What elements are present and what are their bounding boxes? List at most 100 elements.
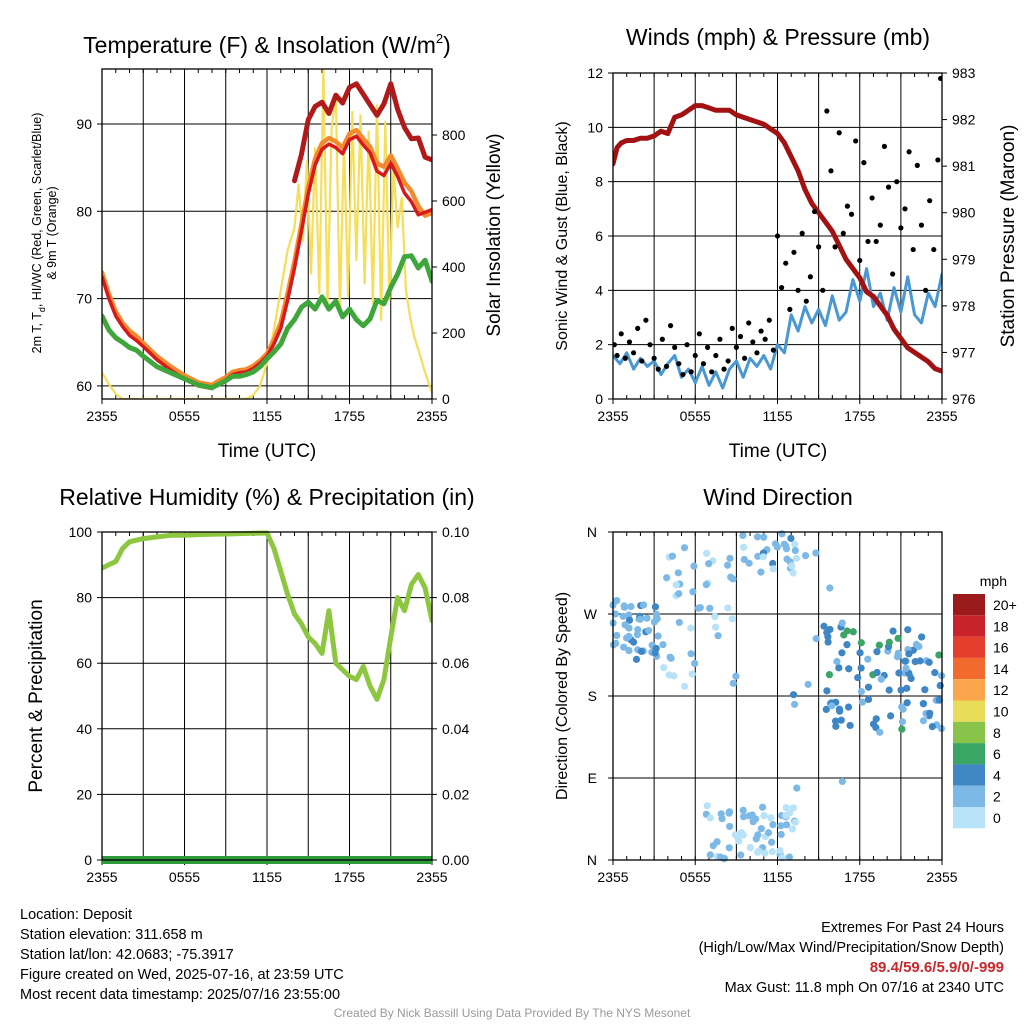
insolation-y-right-tick-label: 800	[442, 127, 466, 143]
direction-point	[935, 651, 943, 659]
legend-label: 0	[993, 810, 1001, 826]
dir-x-tick-label: 2355	[597, 869, 628, 885]
precip-y-right-tick-label: 0.02	[442, 786, 469, 802]
direction-point	[792, 554, 801, 562]
rh-y-tick-label: 80	[76, 590, 92, 606]
recent-data-timestamp: Most recent data timestamp: 2025/07/16 2…	[20, 987, 341, 1003]
direction-point	[864, 695, 873, 704]
gust-point	[651, 355, 657, 361]
gust-point	[935, 157, 941, 163]
direction-point	[791, 546, 799, 555]
direction-point	[877, 675, 885, 683]
pressure-y-right-tick-label: 977	[952, 344, 976, 360]
direction-point	[675, 590, 683, 598]
direction-point	[643, 614, 651, 622]
direction-point	[727, 573, 735, 581]
direction-point	[706, 851, 714, 859]
direction-point	[876, 728, 884, 736]
direction-point	[820, 622, 828, 630]
gust-point	[725, 358, 731, 364]
direction-point	[936, 681, 944, 690]
heat_index-line	[292, 81, 432, 184]
direction-point	[768, 847, 776, 856]
speed-color-legend: mph 20+ 18 16 14 12 10 8 6 4 2 0	[953, 573, 1017, 829]
gust-point	[787, 306, 793, 312]
gust-point	[750, 339, 756, 345]
gust-point	[754, 350, 760, 356]
direction-point	[835, 705, 844, 713]
gust-point	[881, 143, 888, 149]
legend-swatch	[953, 594, 985, 616]
direction-point	[858, 698, 867, 706]
credit-line: Created By Nick Bassill Using Data Provi…	[333, 1006, 691, 1020]
direction-point	[621, 621, 629, 629]
winds-x-tick-label: 1755	[844, 408, 875, 424]
gust-point	[824, 108, 830, 114]
direction-point	[812, 549, 820, 557]
direction-point	[835, 664, 843, 672]
direction-point	[755, 847, 763, 855]
direction-point	[716, 853, 725, 861]
winds-y-tick-label: 2	[595, 337, 603, 353]
direction-point	[780, 540, 788, 548]
direction-point	[777, 830, 785, 839]
direction-point	[872, 715, 880, 723]
insolation-y-right-tick-label: 200	[442, 325, 466, 341]
gust-point	[857, 257, 863, 264]
direction-point	[739, 831, 747, 839]
gust-point	[643, 317, 649, 323]
gust-point	[898, 225, 904, 231]
direction-point	[637, 647, 646, 655]
winds-pressure-chart: Winds (mph) & Pressure (mb) 2355 0555 1155…	[554, 24, 1019, 462]
direction-point	[625, 646, 633, 655]
direction-point	[769, 559, 777, 568]
direction-point	[632, 655, 641, 663]
direction-point	[825, 671, 834, 679]
direction-point	[725, 808, 734, 816]
direction-point	[823, 629, 831, 637]
temp-y-tick-label: 90	[76, 116, 92, 132]
direction-point	[919, 700, 928, 708]
extremes-subtitle: (High/Low/Max Wind/Precipitation/Snow De…	[698, 940, 1004, 956]
winds-x-tick-label: 1155	[762, 408, 792, 424]
temp-y-tick-label: 60	[76, 378, 92, 394]
rh-y-tick-label: 60	[76, 655, 92, 671]
legend-label: 2	[993, 789, 1001, 805]
gust-point	[713, 352, 719, 359]
direction-point	[739, 813, 748, 821]
gust-point	[692, 352, 698, 359]
t2m-line	[102, 134, 432, 391]
direction-point	[651, 603, 660, 611]
gust-point	[717, 336, 723, 342]
direction-point	[739, 531, 747, 540]
winds-x-tick-label: 0555	[680, 408, 711, 424]
winds-y-tick-label: 4	[595, 282, 603, 298]
direction-point	[625, 632, 633, 640]
direction-point	[690, 562, 698, 570]
gust-point	[816, 244, 822, 250]
dir-x-tick-label: 2355	[926, 869, 957, 885]
gust-point	[832, 244, 838, 250]
direction-point	[652, 610, 661, 619]
direction-point	[760, 533, 768, 541]
direction-point	[611, 610, 620, 618]
gust-point	[914, 162, 920, 168]
dir-y-tick-label: W	[584, 606, 598, 622]
direction-point	[873, 648, 881, 656]
extremes-values: 89.4/59.6/5.9/0/-999	[869, 959, 1004, 976]
gust-point	[885, 184, 892, 190]
temperature-y-axis-label-2: & 9m T (Orange)	[45, 186, 59, 279]
direction-point	[703, 802, 711, 810]
rh-x-tick-label: 1755	[334, 869, 365, 885]
direction-point	[613, 631, 621, 640]
gust-point	[688, 369, 694, 375]
figure-created: Figure created on Wed, 2025-07-16, at 23…	[20, 967, 344, 983]
gust-point	[729, 325, 735, 331]
direction-point	[846, 721, 854, 730]
temp-y-tick-label: 80	[76, 203, 92, 219]
insolation-y-right-tick-label: 400	[442, 259, 466, 275]
gust-point	[799, 230, 805, 236]
gust-point	[762, 336, 768, 342]
direction-point	[824, 638, 832, 646]
direction-point	[771, 540, 780, 548]
